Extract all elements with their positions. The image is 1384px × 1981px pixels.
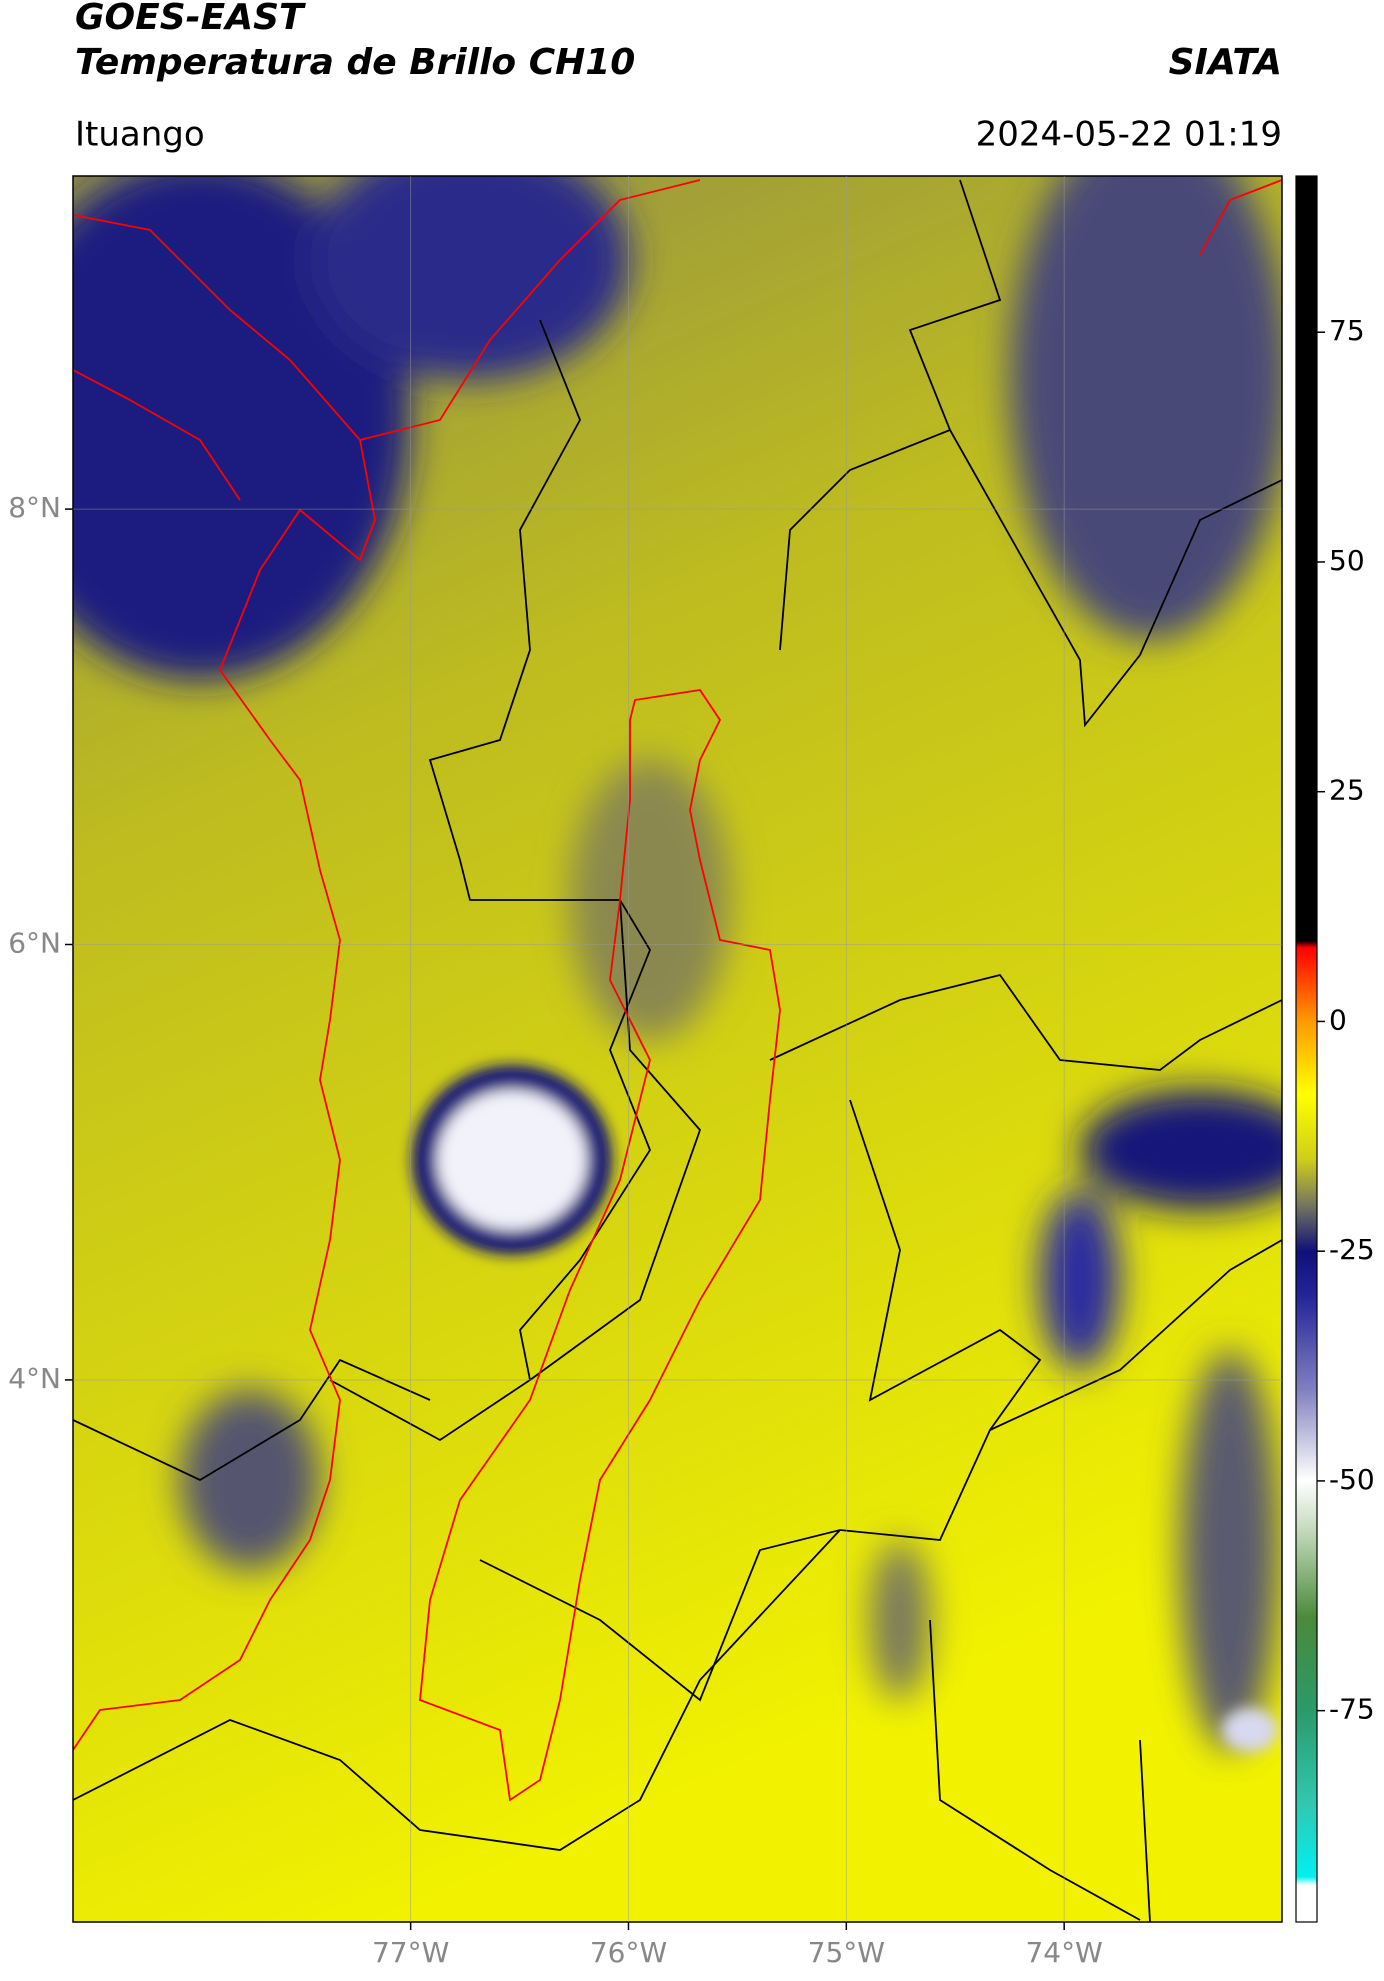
colorbar-tick-label: 50: [1329, 544, 1365, 577]
colorbar-tick-label: 25: [1329, 774, 1365, 807]
y-tick-label: 8°N: [8, 491, 61, 524]
y-tick-label: 4°N: [8, 1362, 61, 1395]
convective-cell: [412, 1065, 1278, 1752]
coastline-and-region: [73, 179, 1282, 1802]
x-tick-label: 74°W: [1025, 1936, 1102, 1969]
satellite: GOES-EAST: [75, 0, 306, 38]
product-title: Temperatura de Brillo CH10: [75, 42, 635, 83]
y-tick-label: 6°N: [8, 927, 61, 960]
map-image: [73, 176, 1282, 1922]
colorbar: [1295, 175, 1318, 1923]
colorbar-tick-label: -75: [1329, 1693, 1375, 1726]
location: Ituango: [75, 115, 205, 155]
colorbar-tick-label: -25: [1329, 1233, 1375, 1266]
map-frame: [72, 175, 1283, 1923]
source: SIATA: [1169, 42, 1282, 83]
datetime: 2024-05-22 01:19: [976, 115, 1282, 155]
cloud-field: [73, 176, 1282, 1750]
x-tick-label: 75°W: [808, 1936, 885, 1969]
colorbar-tick-label: 75: [1329, 314, 1365, 347]
colorbar-tick-label: -50: [1329, 1463, 1375, 1496]
boundaries: [73, 179, 1282, 1922]
colorbar-tick-label: 0: [1329, 1003, 1347, 1036]
x-tick-label: 77°W: [372, 1936, 449, 1969]
x-tick-label: 76°W: [590, 1936, 667, 1969]
